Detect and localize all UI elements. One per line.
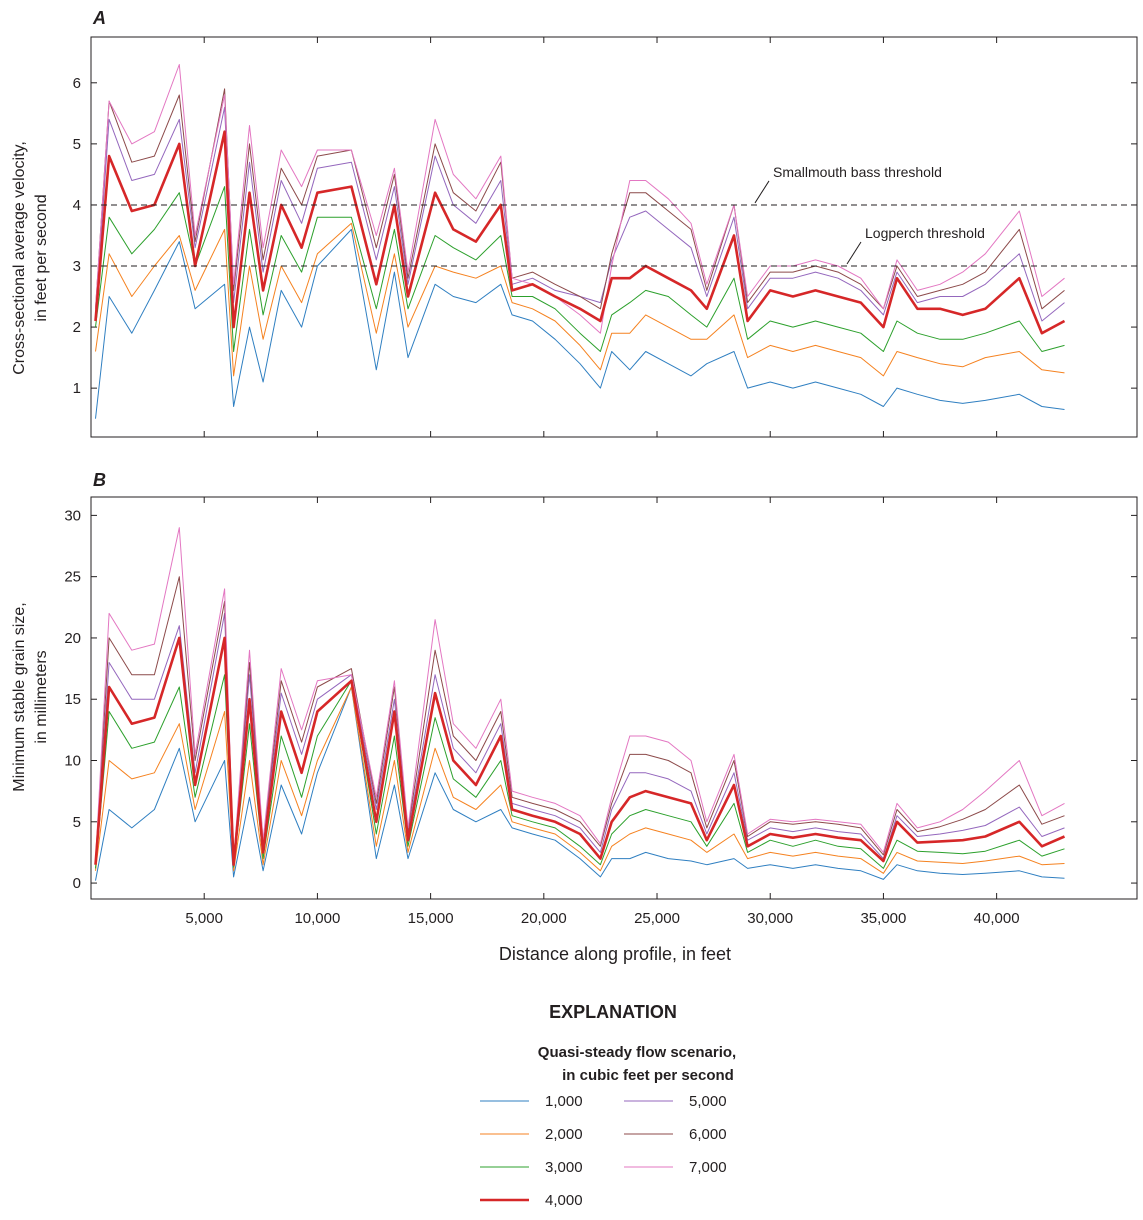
legend-label-5000: 5,000 [689, 1093, 727, 1110]
panel-b-y-tick-label: 25 [64, 569, 81, 586]
panel-b-ylabel-line2: in millimeters [33, 650, 50, 743]
panel-b-letter: B [93, 470, 106, 490]
panel-b: B Minimum stable grain size, in millimet… [11, 470, 1138, 927]
panel-b-y-tick-label: 0 [73, 875, 81, 892]
x-tick-label: 35,000 [860, 910, 906, 927]
panel-a-series-2000 [95, 222, 1065, 377]
legend-label-6000: 6,000 [689, 1126, 727, 1143]
legend-label-2000: 2,000 [545, 1126, 583, 1143]
panel-a-series-3000 [95, 186, 1065, 352]
x-axis-label: Distance along profile, in feet [499, 944, 731, 964]
panel-b-series-6000 [95, 576, 1065, 863]
panel-a-y-tick-label: 5 [73, 136, 81, 153]
panel-a-y-tick-label: 2 [73, 319, 81, 336]
x-tick-label: 40,000 [974, 910, 1020, 927]
legend-label-4000: 4,000 [545, 1192, 583, 1209]
x-tick-label: 5,000 [185, 910, 223, 927]
legend-subtitle-line2: in cubic feet per second [562, 1067, 734, 1084]
panel-b-plot: 5,000 10,000 15,000 20,000 25,000 30,000 35,00… [64, 496, 1138, 927]
x-tick-label: 15,000 [408, 910, 454, 927]
legend-items: 1,000 2,000 3,000 4,000 5,000 6,000 7,000 [480, 1093, 727, 1209]
panel-b-y-tick-label: 30 [64, 507, 81, 524]
panel-a-plot: 1 2 3 4 5 6 Smallmouth bass threshold Logperch … [73, 36, 1138, 438]
panel-a-series-7000 [95, 64, 1065, 334]
panel-b-ylabel-line1: Minimum stable grain size, [11, 602, 28, 791]
panel-b-y-tick-label: 5 [73, 814, 81, 831]
panel-b-frame [90, 496, 1138, 900]
legend: EXPLANATION Quasi-steady flow scenario, … [480, 1002, 736, 1209]
panel-a-ylabel-line2: in feet per second [33, 194, 50, 321]
panel-a-series-1000 [95, 228, 1065, 419]
panel-b-y-tick-label: 20 [64, 630, 81, 647]
threshold-leader-1 [846, 241, 862, 265]
x-tick-label: 10,000 [294, 910, 340, 927]
panel-a-y-tick-label: 4 [73, 197, 81, 214]
panel-b-series-1000 [95, 686, 1065, 881]
panel-b-series-7000 [95, 527, 1065, 862]
legend-subtitle-line1: Quasi-steady flow scenario, [538, 1044, 736, 1061]
legend-label-7000: 7,000 [689, 1159, 727, 1176]
panel-a: A Cross-sectional average velocity, in f… [11, 8, 1138, 438]
x-tick-label: 25,000 [634, 910, 680, 927]
threshold-label-0: Smallmouth bass threshold [773, 164, 942, 180]
panel-b-series-3000 [95, 674, 1065, 869]
x-tick-label: 30,000 [747, 910, 793, 927]
panel-b-y-tick-label: 15 [64, 691, 81, 708]
threshold-leader-0 [754, 180, 770, 204]
legend-label-3000: 3,000 [545, 1159, 583, 1176]
panel-a-y-tick-label: 3 [73, 258, 81, 275]
panel-a-y-tick-label: 6 [73, 75, 81, 92]
panel-a-y-tick-label: 1 [73, 380, 81, 397]
legend-title: EXPLANATION [549, 1002, 677, 1022]
panel-a-series-5000 [95, 106, 1065, 322]
panel-a-ylabel-line1: Cross-sectional average velocity, [11, 141, 28, 375]
panel-b-series-5000 [95, 612, 1065, 864]
legend-label-1000: 1,000 [545, 1093, 583, 1110]
x-tick-label: 20,000 [521, 910, 567, 927]
panel-a-frame [90, 36, 1138, 438]
panel-a-letter: A [92, 8, 106, 28]
panel-a-series-4000 [94, 130, 1066, 335]
panel-b-series-4000 [94, 636, 1066, 867]
panel-b-y-tick-label: 10 [64, 753, 81, 770]
threshold-label-1: Logperch threshold [865, 225, 985, 241]
panel-b-series-2000 [95, 686, 1065, 874]
